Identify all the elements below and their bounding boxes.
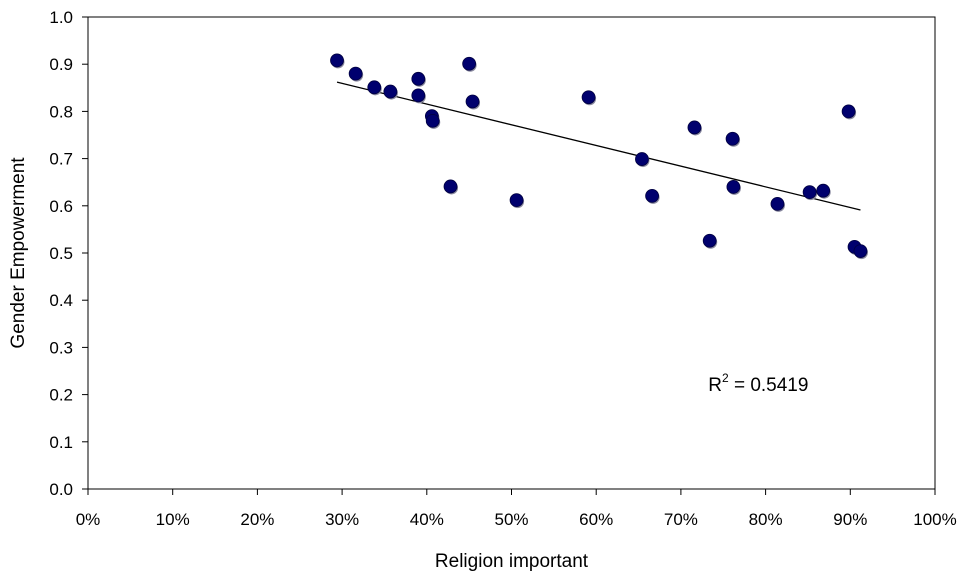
x-tick-label: 30%	[325, 510, 359, 529]
data-point	[509, 193, 524, 208]
x-tick-label: 60%	[579, 510, 613, 529]
y-tick-label: 0.3	[49, 338, 73, 357]
data-points	[330, 53, 868, 260]
plot-area-frame	[87, 16, 936, 490]
x-tick-label: 70%	[664, 510, 698, 529]
data-point	[411, 88, 426, 103]
data-point	[725, 131, 740, 146]
trendline-group	[336, 81, 861, 211]
y-tick-label: 0.0	[49, 480, 73, 499]
axes	[87, 16, 936, 490]
r-squared-value: = 0.5419	[729, 375, 809, 396]
trendline	[336, 81, 861, 211]
r-squared-base: R	[708, 375, 722, 396]
y-tick-label: 0.1	[49, 433, 73, 452]
data-point	[330, 53, 344, 68]
y-tick-label: 1.0	[49, 8, 73, 27]
data-point	[581, 90, 596, 105]
data-point	[816, 183, 831, 198]
data-point	[802, 185, 817, 200]
data-point	[645, 188, 660, 203]
x-tick-label: 80%	[749, 510, 783, 529]
y-tick-label: 0.9	[49, 55, 73, 74]
data-point	[841, 104, 856, 119]
data-point	[383, 84, 398, 99]
r-squared-annotation: R2 = 0.5419	[708, 371, 808, 396]
data-point	[462, 56, 477, 71]
data-point	[635, 152, 649, 166]
y-tick-label: 0.4	[49, 291, 73, 310]
data-point	[465, 94, 480, 109]
x-tick-label: 100%	[913, 510, 956, 529]
r-squared-superscript: 2	[722, 371, 729, 385]
x-tick-label: 40%	[410, 510, 444, 529]
x-axis-title: Religion important	[435, 551, 589, 572]
data-point	[853, 244, 868, 259]
data-point	[411, 71, 426, 86]
y-tick-label: 0.8	[49, 102, 73, 121]
y-tick-label: 0.5	[49, 244, 73, 263]
x-tick-label: 50%	[494, 510, 528, 529]
x-tick-label: 90%	[833, 510, 867, 529]
x-axis-ticks: 0% 10% 20% 30% 40% 50% 60% 70% 80% 90% 100%	[76, 489, 957, 529]
y-axis-title: Gender Empowerment	[8, 157, 29, 349]
data-point	[425, 113, 440, 128]
x-tick-label: 20%	[240, 510, 274, 529]
data-point	[702, 233, 717, 248]
y-axis-ticks: 0.0 0.1 0.2 0.3 0.4 0.5 0.6 0.7 0.8 0.9 1.0	[49, 8, 88, 499]
y-tick-label: 0.2	[49, 386, 73, 405]
x-tick-label: 10%	[156, 510, 190, 529]
data-point	[726, 180, 741, 194]
data-point	[687, 120, 702, 135]
data-point	[443, 179, 458, 194]
y-tick-label: 0.7	[49, 150, 73, 169]
x-tick-label: 0%	[76, 510, 101, 529]
data-point	[367, 80, 382, 95]
data-point	[770, 197, 785, 211]
data-point	[348, 66, 363, 81]
y-tick-label: 0.6	[49, 197, 73, 216]
